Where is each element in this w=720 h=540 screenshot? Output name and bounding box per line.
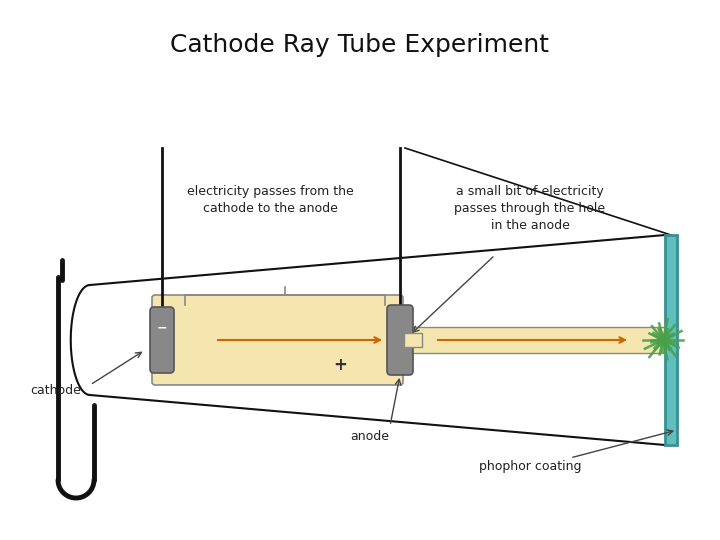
Bar bbox=[665, 235, 677, 445]
Text: a small bit of electricity
passes through the hole
in the anode: a small bit of electricity passes throug… bbox=[454, 185, 606, 232]
Text: +: + bbox=[333, 356, 347, 374]
Text: cathode: cathode bbox=[30, 383, 81, 396]
Text: phophor coating: phophor coating bbox=[479, 460, 581, 473]
Text: −: − bbox=[157, 321, 167, 334]
FancyBboxPatch shape bbox=[150, 307, 174, 373]
Text: Cathode Ray Tube Experiment: Cathode Ray Tube Experiment bbox=[171, 33, 549, 57]
Text: anode: anode bbox=[351, 430, 390, 443]
Bar bbox=[404, 333, 422, 347]
FancyBboxPatch shape bbox=[387, 305, 413, 375]
Text: electricity passes from the
cathode to the anode: electricity passes from the cathode to t… bbox=[186, 185, 354, 215]
Bar bbox=[400, 327, 665, 353]
FancyBboxPatch shape bbox=[152, 295, 403, 385]
